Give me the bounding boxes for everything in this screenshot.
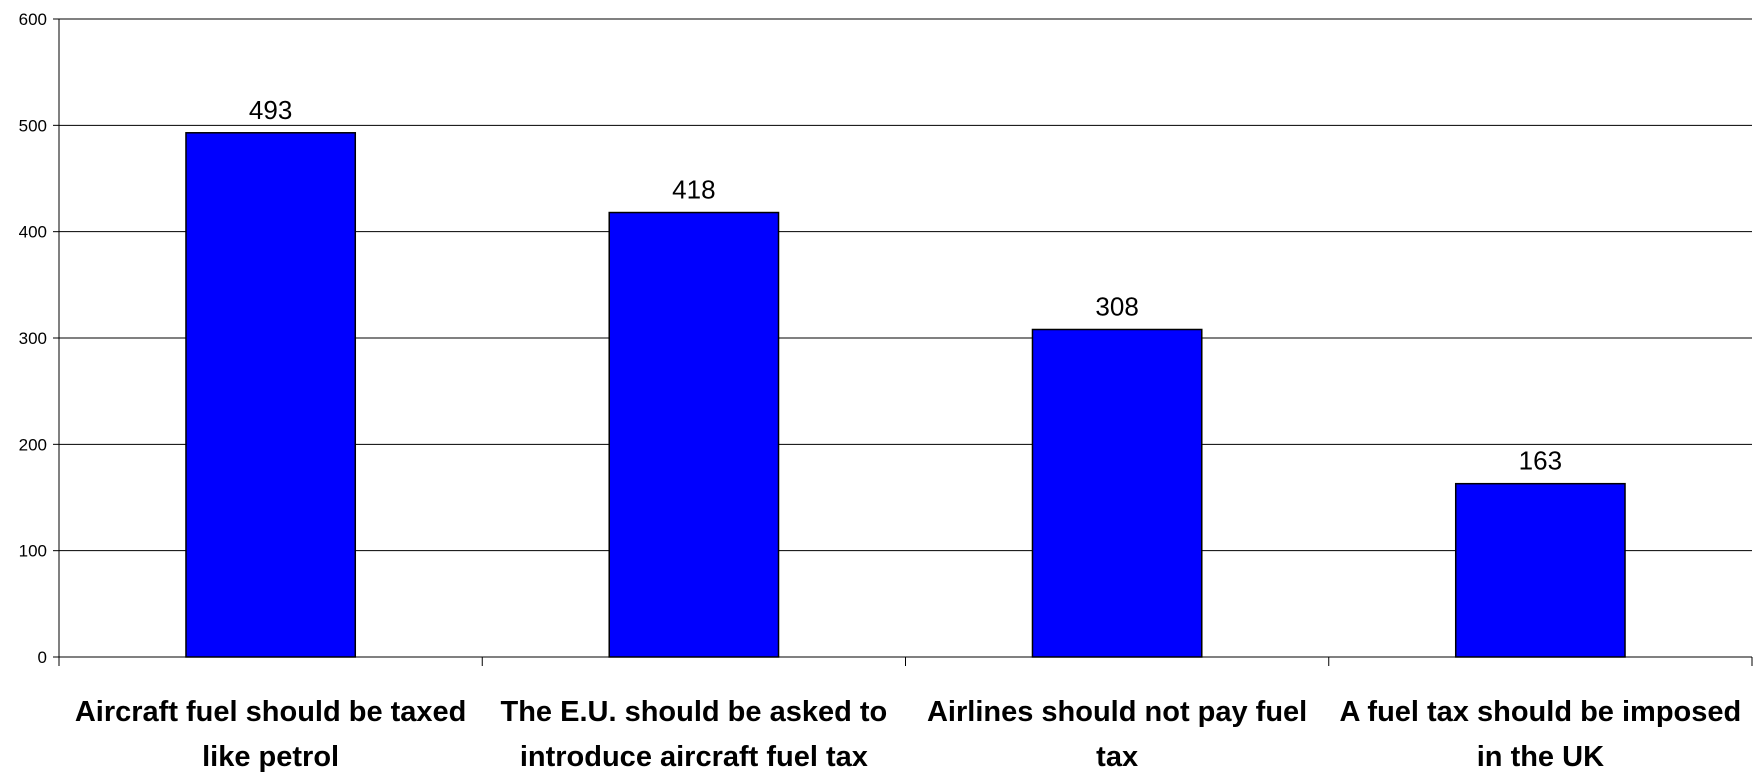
bar <box>1031 328 1203 658</box>
data-label: 163 <box>1519 446 1562 476</box>
y-tick-label: 100 <box>19 542 47 561</box>
category-label: Airlines should not pay fuel <box>927 696 1307 728</box>
bar <box>1454 482 1626 658</box>
data-label: 418 <box>672 175 715 205</box>
category-label: tax <box>1096 741 1138 773</box>
y-tick-label: 200 <box>19 435 47 454</box>
data-label: 308 <box>1095 291 1138 321</box>
data-label: 493 <box>249 95 292 125</box>
category-label: introduce aircraft fuel tax <box>520 741 868 773</box>
category-label: like petrol <box>202 741 339 773</box>
y-tick-label: 0 <box>38 648 47 667</box>
category-label: in the UK <box>1477 741 1604 773</box>
y-tick-label: 600 <box>19 10 47 29</box>
category-label: Aircraft fuel should be taxed <box>75 696 467 728</box>
bar <box>608 211 780 658</box>
y-tick-label: 400 <box>19 223 47 242</box>
category-label: A fuel tax should be imposed <box>1339 696 1741 728</box>
category-label: The E.U. should be asked to <box>501 696 888 728</box>
bar <box>185 132 357 658</box>
y-tick-label: 300 <box>19 329 47 348</box>
y-tick-label: 500 <box>19 116 47 135</box>
